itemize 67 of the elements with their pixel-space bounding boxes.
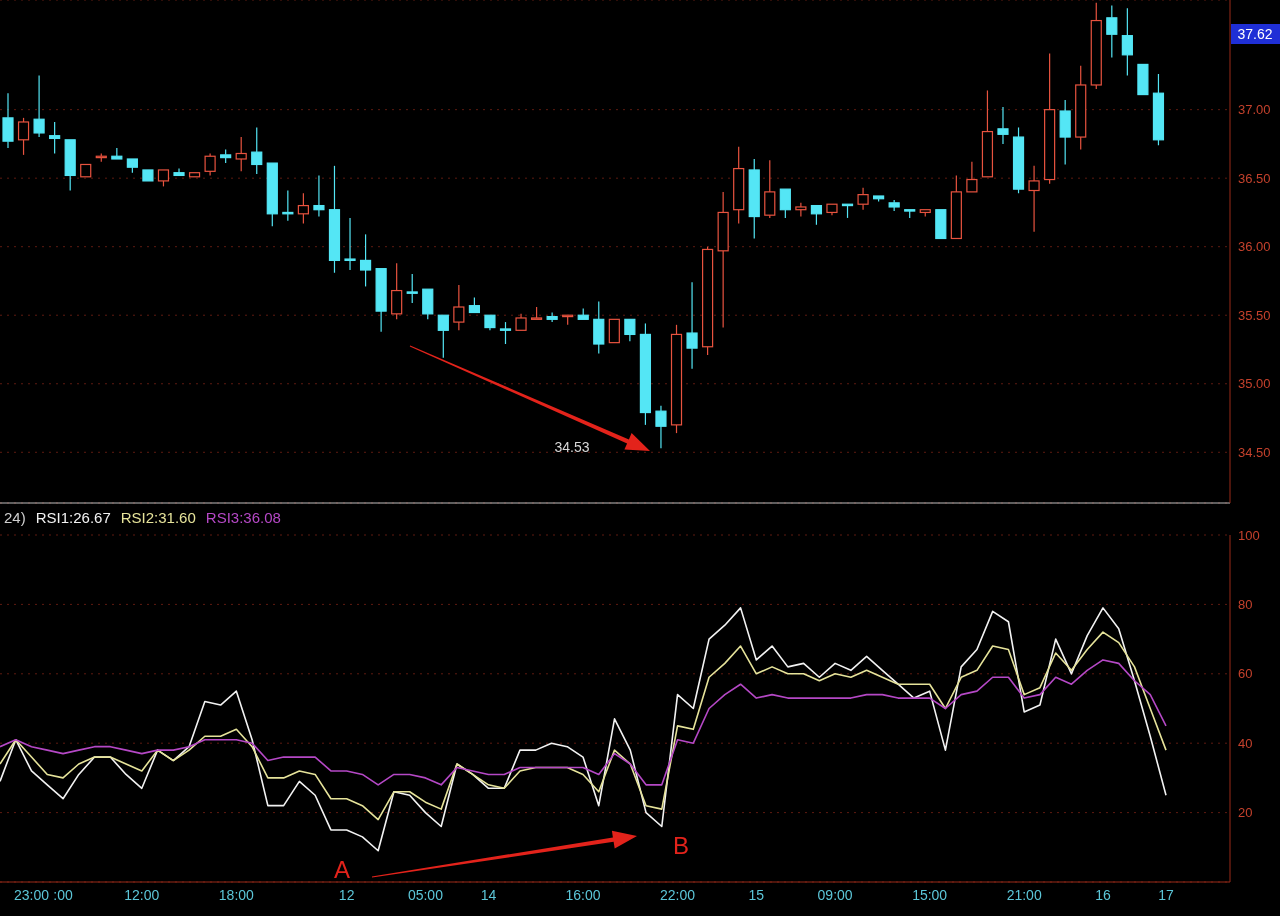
candlestick [857, 187, 869, 211]
candlestick [826, 203, 838, 216]
candlestick [997, 106, 1009, 145]
candlestick [624, 318, 636, 342]
candlestick [375, 268, 387, 333]
candlestick [608, 318, 620, 344]
y-tick-label: 36.00 [1238, 239, 1271, 255]
candlestick [515, 313, 527, 331]
candlestick [966, 161, 978, 193]
candlestick [1137, 63, 1149, 96]
candlestick [313, 174, 325, 218]
candlestick [188, 172, 201, 178]
x-tick-label: 18:00 [218, 886, 255, 903]
line-series [0, 631, 1167, 821]
x-tick-label: 17 [1158, 886, 1174, 903]
candlestick [686, 281, 698, 370]
annotation: B [673, 832, 690, 860]
candlestick [1028, 165, 1040, 233]
x-tick-label: 22:00 [660, 886, 696, 903]
candlestick [453, 284, 465, 331]
y-tick-label: 60 [1238, 666, 1253, 682]
y-tick-label: 37.00 [1238, 102, 1271, 118]
y-tick-label: 100 [1238, 527, 1260, 543]
y-tick-label: 35.00 [1238, 376, 1271, 392]
y-tick-label: 36.50 [1238, 170, 1271, 186]
candlestick [437, 314, 449, 359]
candlestick [546, 311, 558, 323]
y-tick-label: 34.50 [1238, 444, 1271, 460]
candlestick [1121, 7, 1133, 76]
annotation: 34.53 [554, 439, 590, 455]
x-tick-label: 16 [1095, 886, 1111, 903]
x-tick-label: 16:00 [565, 886, 601, 903]
line-series [0, 659, 1167, 786]
x-tick-label: 12 [338, 886, 355, 903]
y-tick-label: 35.50 [1238, 307, 1271, 323]
x-tick-label: 15:00 [912, 886, 948, 903]
x-tick-label: 21:00 [1006, 886, 1042, 903]
candlestick [935, 209, 947, 240]
candlestick [981, 89, 994, 178]
x-tick-label: 15 [748, 886, 765, 903]
candlestick [2, 92, 14, 149]
y-tick-label: 20 [1238, 805, 1253, 821]
x-tick-label: 23:00 [13, 886, 50, 903]
x-tick-label: 05:00 [407, 886, 444, 903]
legend-title: 24) [4, 509, 26, 526]
x-tick-label: 09:00 [817, 886, 853, 903]
text: 37.62 [1237, 26, 1273, 42]
candlestick [655, 405, 667, 449]
x-tick-label: 14 [480, 886, 497, 903]
text: RSI1:26.67 [35, 509, 111, 526]
candlestick [173, 167, 185, 177]
line-series [0, 607, 1167, 852]
candlestick [795, 202, 807, 218]
candlestick [142, 169, 154, 182]
text: RSI2:31.60 [120, 509, 196, 526]
candlestick [344, 217, 356, 271]
text: RSI3:36.08 [205, 509, 281, 526]
candlestick [33, 74, 45, 138]
candlestick [204, 152, 216, 177]
y-tick-label: 40 [1238, 735, 1253, 751]
candlestick [484, 314, 496, 331]
candlestick [80, 163, 92, 178]
annotation: A [334, 856, 351, 884]
x-tick-label: :00 [53, 886, 73, 903]
y-tick-label: 80 [1238, 597, 1253, 613]
candlestick [717, 191, 729, 329]
x-tick-label: 12:00 [124, 886, 160, 903]
